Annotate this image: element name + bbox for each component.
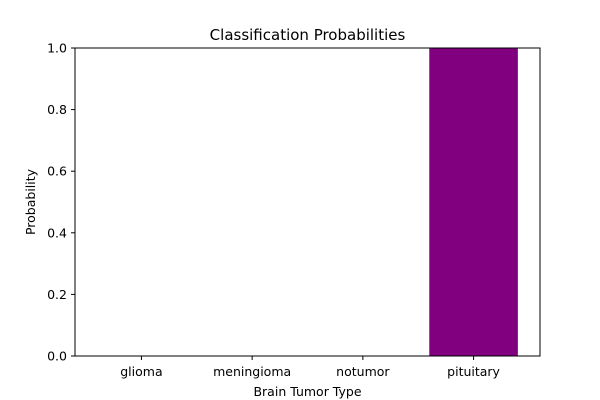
x-tick-label: glioma — [120, 364, 162, 379]
bar-pituitary — [429, 48, 518, 356]
chart-title: Classification Probabilities — [210, 26, 406, 44]
y-tick-label: 0.2 — [47, 287, 67, 302]
x-tick-label: meningioma — [213, 364, 291, 379]
y-tick-label: 0.6 — [47, 164, 67, 179]
y-axis: 0.0 0.2 0.4 0.6 0.8 1.0 — [47, 41, 75, 364]
x-axis: glioma meningioma notumor pituitary — [120, 356, 501, 379]
plot-frame — [74, 47, 541, 357]
y-tick-label: 0.4 — [47, 225, 67, 240]
bars-group — [429, 48, 518, 356]
x-tick-label: pituitary — [447, 364, 500, 379]
y-tick-label: 0.8 — [47, 102, 67, 117]
y-axis-label: Probability — [23, 168, 38, 235]
x-axis-label: Brain Tumor Type — [253, 384, 361, 399]
y-tick-label: 1.0 — [47, 41, 67, 56]
x-tick-label: notumor — [336, 364, 390, 379]
y-tick-label: 0.0 — [47, 349, 67, 364]
